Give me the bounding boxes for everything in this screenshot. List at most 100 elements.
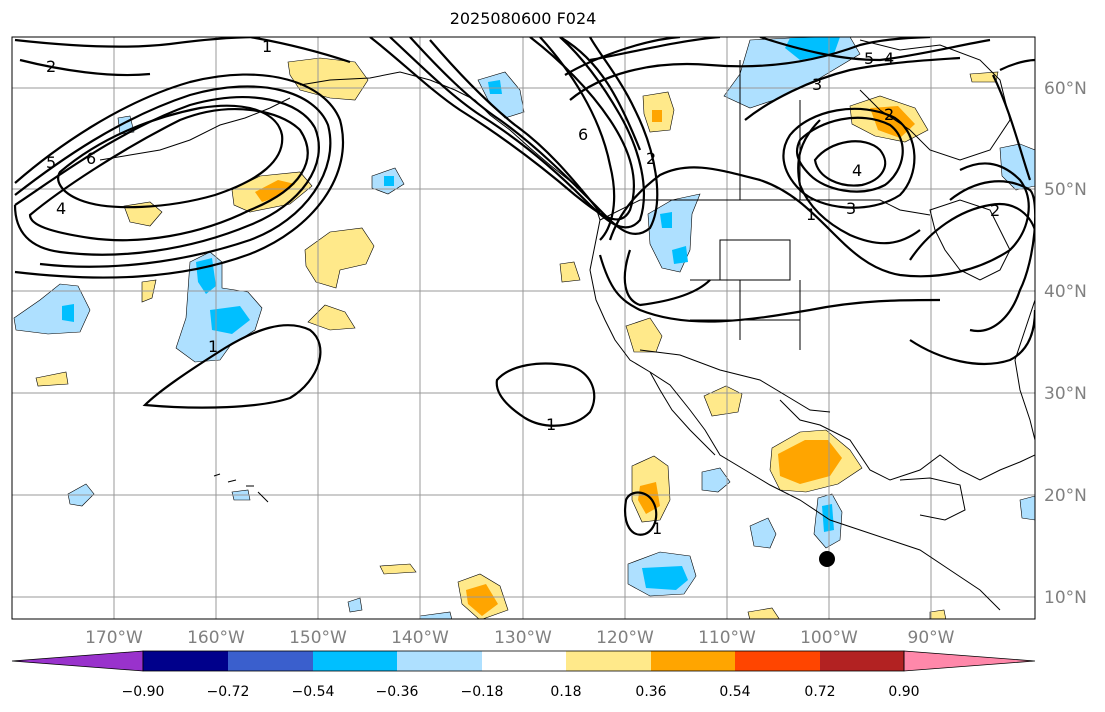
eastern-us-coast (1014, 299, 1035, 441)
height-contours (13, 37, 1035, 536)
colorbar-segment (482, 651, 566, 671)
contour-label: 4 (56, 199, 66, 218)
colorbar-tick-label: −0.18 (461, 684, 504, 700)
contour-label: 2 (46, 57, 56, 76)
contour-line (142, 324, 322, 409)
contour-line (797, 119, 921, 245)
colorbar-segment (651, 651, 735, 671)
contour-line (608, 162, 1030, 278)
colorbar-tick-label: 0.72 (804, 684, 835, 700)
contour-line (13, 96, 320, 256)
contour-label: 2 (884, 105, 894, 124)
contour-line (569, 37, 931, 101)
map-plot-area: 1 2 5 6 4 6 2 3 5 4 2 4 3 1 2 1 1 1 (12, 37, 1035, 619)
contour-label: 1 (806, 205, 816, 224)
gulf-of-mexico-coast (779, 399, 1035, 481)
lon-label: 90°W (908, 628, 955, 648)
positive-anomaly-patch (35, 371, 69, 387)
colorbar-tick-label: 0.54 (719, 684, 750, 700)
latitude-labels: 60°N 50°N 40°N 30°N 20°N 10°N (1044, 79, 1087, 608)
lat-label: 40°N (1044, 282, 1087, 302)
negative-anomaly-patch (1019, 495, 1035, 521)
negative-anomaly-patch (672, 246, 688, 264)
positive-anomaly-patch (870, 106, 915, 138)
colorbar-tick-label: −0.72 (207, 684, 250, 700)
negative-anomaly-patch (210, 306, 250, 334)
plot-frame (11, 36, 1036, 620)
colorbar: −0.90 −0.72 −0.54 −0.36 −0.18 0.18 0.36 … (11, 650, 1036, 700)
negative-anomaly-patch (647, 193, 701, 273)
gridlines (12, 37, 1035, 619)
contour-line (744, 56, 961, 121)
negative-anomaly-patch (701, 467, 731, 493)
positive-anomaly-patch (778, 440, 842, 484)
colorbar-tick-label: 0.90 (888, 684, 919, 700)
lat-label: 20°N (1044, 486, 1087, 506)
colorbar-tick-label: 0.36 (635, 684, 666, 700)
negative-anomaly-patch (660, 212, 672, 228)
contour-line (28, 108, 309, 242)
baja-california (649, 371, 716, 456)
positive-anomaly-patch (466, 584, 498, 616)
positive-anomaly-patch (929, 609, 947, 619)
contour-line (14, 73, 345, 279)
contour-label: 1 (262, 37, 272, 56)
contour-label: 1 (208, 337, 218, 356)
map-title: 2025080600 F024 (449, 9, 597, 28)
contour-label: 1 (546, 415, 556, 434)
positive-anomaly-patch (747, 607, 780, 619)
contour-line (782, 107, 916, 209)
positive-anomaly-patch (559, 261, 581, 283)
contour-labels: 1 2 5 6 4 6 2 3 5 4 2 4 3 1 2 1 1 1 (46, 37, 1000, 538)
contour-line (624, 491, 658, 536)
contour-label: 4 (852, 161, 862, 180)
lon-label: 100°W (800, 628, 858, 648)
positive-anomaly-patch (307, 304, 356, 331)
contour-line (909, 202, 1035, 366)
colorbar-tick-label: −0.90 (122, 684, 165, 700)
colorbar-segment (820, 651, 904, 671)
contour-line (429, 37, 642, 213)
contour-line (564, 37, 681, 76)
lon-label: 170°W (85, 628, 143, 648)
longitude-labels: 170°W 160°W 150°W 140°W 130°W 120°W 110°… (85, 628, 955, 648)
negative-anomaly-patch (642, 566, 688, 590)
colorbar-right-extend (903, 650, 1036, 672)
contour-line (57, 104, 284, 209)
contour-line (14, 37, 351, 64)
contour-line (389, 37, 646, 229)
contour-line (623, 249, 711, 307)
hawaii-islands (213, 473, 269, 503)
coastlines (99, 39, 1035, 611)
lon-label: 120°W (596, 628, 654, 648)
negative-anomaly-patch (822, 504, 834, 532)
contour-label: 5 (864, 49, 874, 68)
negative-anomaly-patch (384, 176, 394, 186)
colorbar-left-extend (11, 650, 144, 672)
contour-label: 2 (646, 149, 656, 168)
contour-label: 2 (990, 201, 1000, 220)
lat-label: 60°N (1044, 79, 1087, 99)
colorbar-segment (735, 651, 820, 671)
positive-anomaly-patch (625, 317, 663, 353)
contour-line (19, 58, 151, 77)
contour-line (495, 362, 596, 427)
contour-line (598, 116, 941, 323)
negative-anomaly-patch (999, 143, 1035, 191)
colorbar-tick-label: −0.36 (376, 684, 419, 700)
contour-line (813, 140, 887, 187)
contour-label: 3 (812, 75, 822, 94)
us-mexico-border (639, 349, 831, 413)
negative-anomaly-patch (62, 304, 74, 322)
lat-label: 30°N (1044, 384, 1087, 404)
positive-anomaly-patch (379, 563, 417, 575)
lon-label: 160°W (187, 628, 245, 648)
colorbar-segment (397, 651, 482, 671)
us-canada-border (599, 199, 931, 221)
lon-label: 150°W (289, 628, 347, 648)
aleutian-chain (99, 97, 291, 161)
contour-line (14, 85, 332, 268)
lon-label: 130°W (494, 628, 552, 648)
lon-label: 140°W (391, 628, 449, 648)
contour-label: 6 (86, 149, 96, 168)
